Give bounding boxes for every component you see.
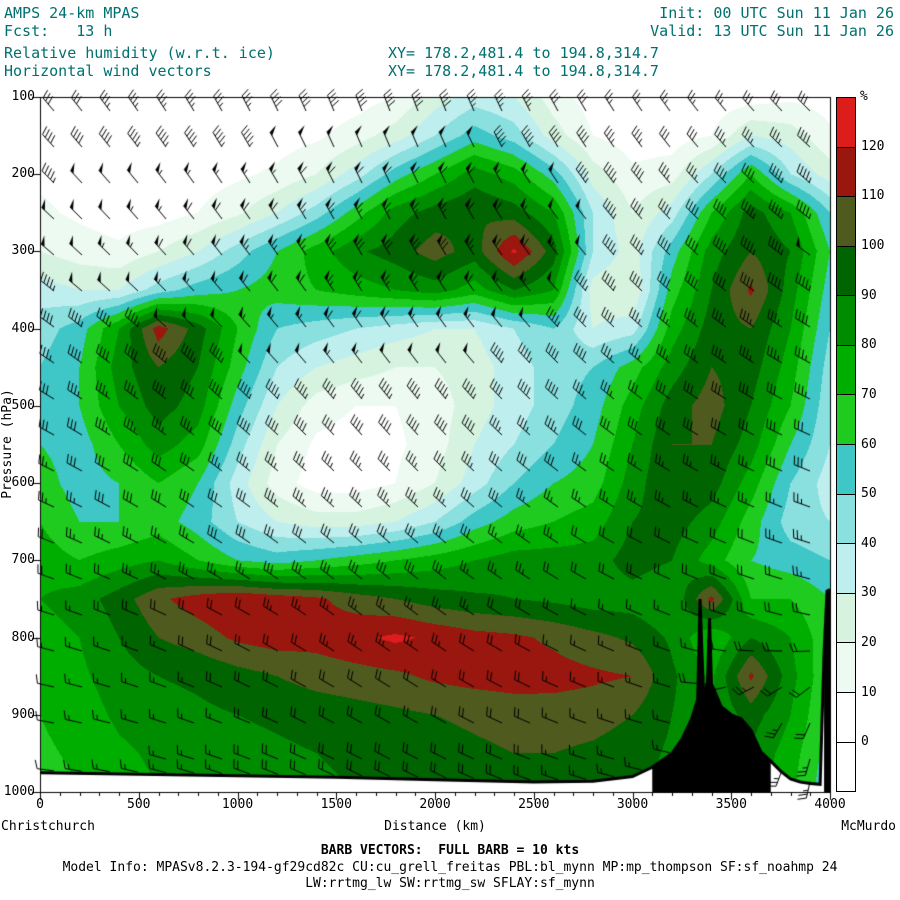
x-axis-tick-label: 0 — [36, 797, 44, 812]
colorbar-tick-label: 110 — [861, 188, 885, 204]
x-axis-tick-label: 2000 — [419, 797, 451, 812]
colorbar-segment — [837, 394, 855, 445]
x-axis-tick-label: 4000 — [814, 797, 846, 812]
colorbar-tick-label: 50 — [861, 486, 877, 502]
physics-info-line: LW:rrtmg_lw SW:rrtmg_sw SFLAY:sf_mynn — [305, 876, 595, 891]
colorbar-tick-label: 120 — [861, 138, 885, 154]
colorbar-segment — [837, 691, 855, 742]
colorbar-tick-label: 30 — [861, 585, 877, 601]
model-title: AMPS 24-km MPAS — [4, 4, 140, 22]
colorbar-tick-label: 90 — [861, 287, 877, 303]
barb-legend: BARB VECTORS: FULL BARB = 10 kts — [320, 843, 580, 858]
y-axis-tick-label: 400 — [11, 320, 35, 336]
colorbar-tick-label: 20 — [861, 635, 877, 651]
colorbar-segment — [837, 146, 855, 197]
colorbar-segment — [837, 543, 855, 593]
x-axis-tick-label: 1500 — [320, 797, 352, 812]
colorbar-segment — [837, 196, 855, 246]
station-left-label: Christchurch — [1, 819, 95, 834]
init-time: Init: 00 UTC Sun 11 Jan 26 — [659, 4, 894, 22]
y-axis-tick-label: 800 — [11, 629, 35, 645]
y-axis-tick-label: 1000 — [3, 784, 35, 799]
colorbar-unit-label: % — [860, 89, 868, 104]
colorbar-tick-label: 80 — [861, 337, 877, 353]
field-name: Relative humidity (w.r.t. ice) — [4, 44, 275, 62]
xy-range-2: XY= 178.2,481.4 to 194.8,314.7 — [388, 62, 659, 80]
y-axis-tick-label: 100 — [11, 89, 35, 104]
x-axis-tick-label: 2500 — [518, 797, 550, 812]
vector-name: Horizontal wind vectors — [4, 62, 212, 80]
y-axis-tick-label: 700 — [11, 552, 35, 568]
x-axis-title: Distance (km) — [384, 819, 486, 834]
x-axis-tick-label: 1000 — [221, 797, 254, 812]
colorbar-segment — [837, 592, 855, 643]
colorbar-tick-label: 10 — [861, 684, 877, 700]
colorbar-tick-label: 40 — [861, 535, 877, 551]
colorbar-segment — [837, 493, 855, 544]
xy-range-1: XY= 178.2,481.4 to 194.8,314.7 — [388, 44, 659, 62]
colorbar-segment — [837, 344, 855, 395]
colorbar-segment — [837, 98, 855, 147]
valid-time: Valid: 13 UTC Sun 11 Jan 26 — [650, 22, 894, 40]
colorbar-tick-label: 100 — [861, 237, 885, 253]
colorbar-tick-label: 60 — [861, 436, 877, 452]
colorbar-tick-label: 0 — [861, 734, 869, 750]
y-axis-tick-label: 500 — [11, 397, 35, 413]
y-axis-tick-label: 600 — [11, 475, 35, 491]
forecast-hour: Fcst: 13 h — [4, 22, 113, 40]
colorbar — [836, 97, 856, 792]
colorbar-segment — [837, 741, 855, 792]
colorbar-segment — [837, 245, 855, 296]
colorbar-segment — [837, 642, 855, 692]
x-axis-tick-label: 3500 — [715, 797, 747, 812]
colorbar-segment — [837, 444, 855, 494]
x-axis-tick-label: 500 — [127, 797, 151, 812]
y-axis-tick-label: 300 — [11, 243, 35, 259]
x-axis-tick-label: 3000 — [616, 797, 649, 812]
colorbar-tick-label: 70 — [861, 386, 877, 402]
y-axis-tick-label: 200 — [11, 166, 35, 182]
model-info-line: Model Info: MPASv8.2.3-194-gf29cd82c CU:… — [62, 860, 838, 875]
colorbar-segment — [837, 295, 855, 345]
station-right-label: McMurdo — [841, 819, 896, 834]
y-axis-tick-label: 900 — [11, 706, 35, 722]
